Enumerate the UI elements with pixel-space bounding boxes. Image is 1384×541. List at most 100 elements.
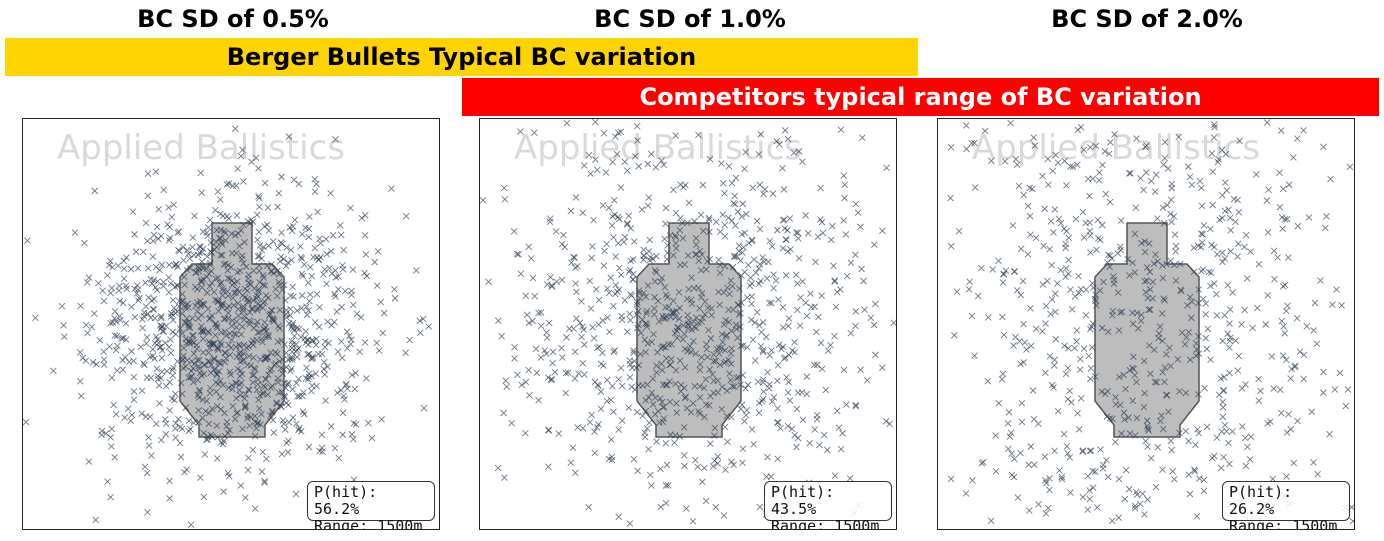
shot-marker [361,211,369,219]
shot-marker [213,371,221,379]
shot-marker [1028,185,1036,193]
shot-marker [1106,263,1114,271]
shot-marker [739,445,747,453]
shot-marker [1091,468,1099,475]
shot-marker [179,290,186,298]
shot-marker [1210,134,1218,141]
shot-marker [672,380,679,388]
range-label: Range: 1500m [771,517,880,530]
shot-marker [1106,198,1114,206]
shot-marker [1065,270,1072,277]
shot-marker [720,512,728,519]
shot-marker [253,386,261,394]
shot-marker [535,309,542,317]
shot-marker [293,307,301,314]
shot-marker [218,238,225,246]
shot-marker [273,400,281,407]
shot-marker [727,277,735,284]
shot-marker [609,382,616,390]
shot-marker [335,286,342,293]
shot-marker [839,429,846,437]
shot-marker [663,294,671,301]
shot-marker [659,381,667,389]
shot-marker [1329,301,1336,308]
shot-marker [728,217,736,225]
shot-marker [626,310,634,318]
shot-marker [1303,323,1311,330]
shot-marker [1087,447,1095,454]
shot-marker [180,273,188,281]
shot-marker [1027,342,1035,350]
shot-marker [134,264,142,272]
shot-marker [518,381,526,389]
shot-marker [663,255,671,263]
shot-marker [150,276,158,284]
shot-marker [1308,408,1316,416]
shot-marker [293,379,300,387]
shot-marker [852,401,860,409]
shot-marker [1114,289,1122,296]
shot-marker [298,230,306,238]
shot-marker [380,309,388,317]
shot-marker [265,227,273,234]
shot-marker [628,364,636,372]
shot-marker [160,186,168,194]
shot-marker [1227,227,1235,234]
shot-marker [684,252,692,259]
shot-marker [1163,391,1170,399]
shot-marker [318,431,326,438]
shot-marker [737,405,745,413]
shot-marker [305,279,312,287]
shot-marker [1281,329,1289,337]
shot-marker [796,322,804,329]
shot-marker [567,207,575,215]
shot-marker [1098,388,1105,395]
shot-marker [672,209,680,217]
shot-marker [722,466,729,474]
shot-marker [1023,346,1030,353]
shot-marker [233,409,240,417]
shot-marker [545,319,553,327]
shot-marker [1100,278,1107,286]
shot-marker [593,166,601,174]
shot-marker [1147,177,1155,185]
shot-marker [71,229,79,236]
shot-marker [689,399,697,407]
shot-marker [1151,378,1159,386]
shot-marker [671,431,679,439]
shot-marker [183,266,191,274]
shot-marker [718,383,726,391]
shot-marker [205,329,213,337]
shot-marker [1219,404,1227,411]
shot-marker [1213,251,1221,258]
shot-marker [692,235,700,242]
shot-marker [676,357,684,364]
shot-marker [691,382,699,390]
shot-marker [378,416,385,423]
shot-marker [840,217,847,224]
shot-marker [60,322,67,329]
shot-marker [249,379,257,386]
shot-marker [779,244,787,252]
shot-marker [243,344,250,352]
shot-marker [728,345,735,352]
shot-marker [299,408,307,416]
shot-marker [288,365,295,373]
shot-marker [253,336,260,344]
shot-marker [1280,322,1287,330]
shot-marker [148,452,155,459]
shot-marker [1285,254,1292,261]
shot-marker [963,145,970,153]
shot-marker [275,271,283,278]
shot-marker [305,307,312,314]
shot-marker [615,375,622,383]
shot-marker [644,381,651,388]
shot-marker [612,253,619,260]
shot-marker [1147,370,1154,378]
shot-marker [341,396,348,403]
shot-marker [759,319,767,326]
shot-marker [537,309,545,316]
shot-marker [128,303,135,311]
shot-marker [1072,215,1080,223]
shot-marker [265,371,272,379]
